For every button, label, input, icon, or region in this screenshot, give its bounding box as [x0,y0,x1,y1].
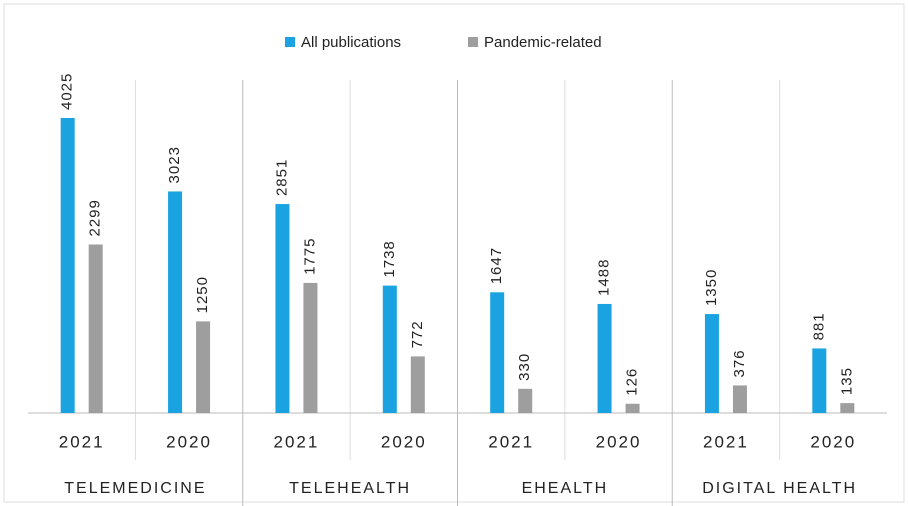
x-tick-label: 2021 [59,432,105,451]
value-label: 3023 [166,146,183,183]
value-label: 1738 [381,240,398,277]
x-tick-label: 2021 [488,432,534,451]
x-tick-label: 2020 [381,432,427,451]
bar [704,314,719,413]
legend-label: All publications [301,34,401,51]
value-label: 126 [624,368,641,396]
group-label: EHEALTH [522,480,609,497]
bar [840,403,855,413]
bar [597,303,612,413]
bar [88,244,103,413]
bar [812,348,827,413]
bar [382,285,397,413]
bar [196,321,211,413]
value-label: 881 [810,312,827,340]
bar [490,292,505,413]
value-label: 1350 [703,269,720,306]
bar [60,118,75,413]
value-label: 135 [838,367,855,395]
legend-swatch [285,37,295,47]
value-label: 772 [409,320,426,348]
x-tick-label: 2020 [596,432,642,451]
legend-swatch [468,37,478,47]
bar [275,204,290,413]
value-label: 330 [516,353,533,381]
group-label: DIGITAL HEALTH [702,480,857,497]
x-tick-label: 2021 [703,432,749,451]
legend-label: Pandemic-related [484,34,602,51]
x-tick-label: 2020 [166,432,212,451]
x-tick-label: 2021 [274,432,320,451]
value-label: 2851 [273,159,290,196]
value-label: 2299 [87,199,104,236]
group-label: TELEMEDICINE [64,480,206,497]
value-label: 1775 [301,238,318,275]
bar [625,403,640,413]
bar [518,388,533,413]
bar [168,191,183,413]
x-tick-label: 2020 [810,432,856,451]
bar [410,356,425,413]
bar [303,282,318,413]
chart-frame [3,3,905,503]
value-label: 1488 [596,259,613,296]
value-label: 4025 [59,73,76,110]
value-label: 376 [731,349,748,377]
group-label: TELEHEALTH [289,480,411,497]
value-label: 1250 [194,276,211,313]
bar [732,385,747,413]
value-label: 1647 [488,247,505,284]
